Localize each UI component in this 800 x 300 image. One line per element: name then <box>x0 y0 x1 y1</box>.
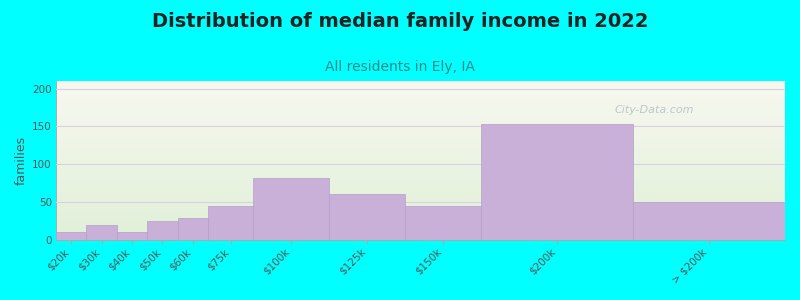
Bar <box>482 124 633 240</box>
Bar <box>56 232 86 240</box>
Y-axis label: families: families <box>15 136 28 185</box>
Bar <box>86 224 117 240</box>
Text: All residents in Ely, IA: All residents in Ely, IA <box>325 60 475 74</box>
Bar <box>208 206 254 240</box>
Bar <box>330 194 406 240</box>
Bar <box>254 178 330 240</box>
Bar <box>117 232 147 240</box>
Text: City-Data.com: City-Data.com <box>614 104 694 115</box>
Bar <box>178 218 208 240</box>
Bar <box>633 202 785 240</box>
Bar <box>406 206 482 240</box>
Bar <box>147 221 178 240</box>
Text: Distribution of median family income in 2022: Distribution of median family income in … <box>152 12 648 31</box>
